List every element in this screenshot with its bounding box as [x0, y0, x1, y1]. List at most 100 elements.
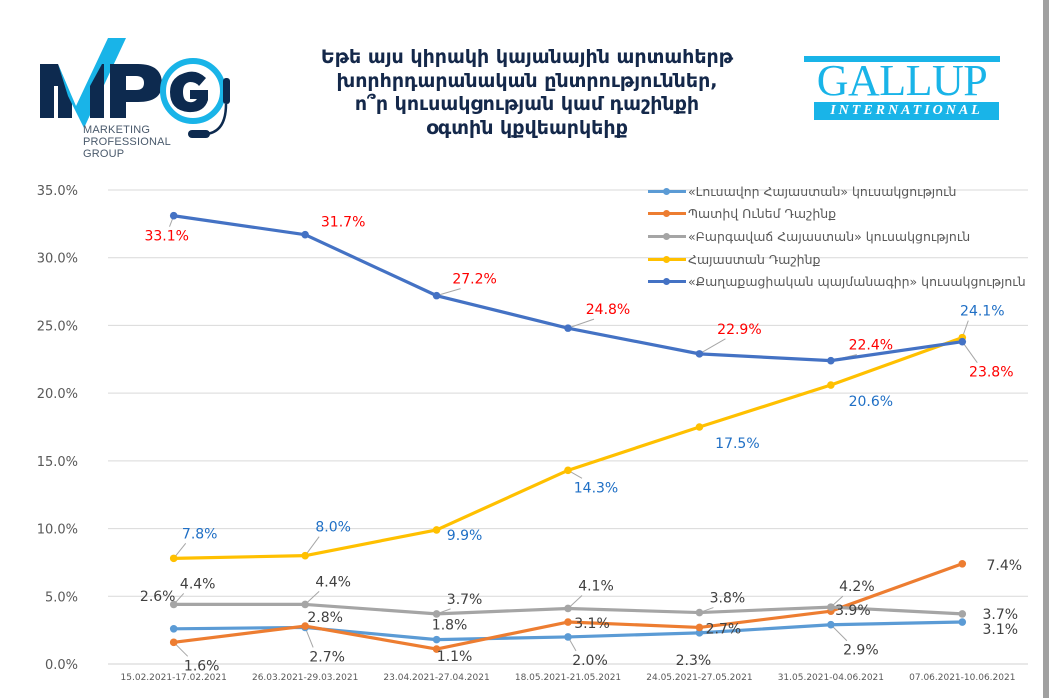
- data-point: [827, 603, 835, 611]
- mpg-subtitle-line: PROFESSIONAL: [83, 136, 171, 148]
- data-label: 2.6%: [140, 589, 176, 605]
- data-label: 1.1%: [437, 649, 473, 665]
- data-point: [432, 526, 441, 534]
- data-point: [958, 337, 967, 346]
- chart-title: Եթե այս կիրակի կայանային արտահերթ խորհրդ…: [262, 46, 792, 140]
- data-point: [564, 604, 572, 613]
- data-point: [695, 423, 704, 431]
- y-tick-label: 30.0%: [37, 252, 78, 267]
- data-point: [564, 466, 572, 475]
- x-axis: 15.02.2021-17.02.2021 26.03.2021-29.03.20…: [121, 673, 1016, 683]
- data-label: 2.8%: [307, 610, 343, 626]
- y-tick-label: 0.0%: [45, 658, 78, 673]
- data-point: [301, 230, 309, 239]
- data-point: [564, 633, 572, 641]
- y-axis: 0.0% 5.0% 10.0% 15.0% 20.0% 25.0% 30.0% 35.0%: [37, 184, 78, 673]
- data-label: 7.4%: [986, 558, 1022, 574]
- legend-swatch-icon: [648, 210, 686, 218]
- y-tick-label: 5.0%: [45, 590, 78, 605]
- leader-line: [699, 338, 726, 355]
- data-label: 3.7%: [982, 607, 1018, 623]
- gallup-logo: GALLUP INTERNATIONAL: [804, 56, 1000, 122]
- legend-item: «Բարգավաճ Հայաստան» կուսակցություն: [648, 225, 1026, 248]
- data-point: [827, 620, 835, 629]
- legend-item: «Լուսավոր Հայաստան» կուսակցություն: [648, 180, 1026, 203]
- x-tick-label: 18.05.2021-21.05.2021: [515, 673, 621, 683]
- data-label: 4.2%: [839, 579, 875, 595]
- data-label: 3.1%: [574, 616, 610, 632]
- data-label: 9.9%: [447, 528, 483, 544]
- legend-label: «Լուսավոր Հայաստան» կուսակցություն: [688, 183, 957, 199]
- legend-item: Հայաստան Դաշինք: [648, 248, 1026, 271]
- data-point: [827, 381, 835, 389]
- data-label: 4.4%: [315, 574, 351, 590]
- x-tick-label: 26.03.2021-29.03.2021: [252, 673, 358, 683]
- data-label: 2.7%: [309, 649, 345, 665]
- data-point: [695, 350, 704, 358]
- x-tick-label: 24.05.2021-27.05.2021: [646, 673, 752, 683]
- data-point: [432, 610, 441, 618]
- gallup-wordmark: GALLUP: [816, 56, 988, 105]
- data-point: [169, 624, 178, 633]
- mpg-p: [110, 64, 162, 118]
- y-tick-label: 15.0%: [37, 455, 78, 470]
- data-label: 24.1%: [960, 304, 1004, 320]
- data-label: 31.7%: [321, 215, 365, 231]
- data-label: 4.4%: [180, 576, 216, 592]
- data-point: [958, 610, 967, 618]
- data-point: [432, 635, 441, 644]
- series-line: [172, 336, 964, 560]
- leader-line: [961, 341, 978, 363]
- data-label: 2.9%: [843, 643, 879, 659]
- gallup-top-bar: [804, 56, 1000, 62]
- data-label: 27.2%: [452, 272, 496, 288]
- x-tick-label: 31.05.2021-04.06.2021: [778, 673, 884, 683]
- chart-title-line: ո՞ր կուսակցության կամ դաշինքի: [354, 93, 700, 115]
- mpg-subtitle: MARKETING PROFESSIONAL GROUP: [83, 124, 171, 160]
- legend-label: «Բարգավաճ Հայաստան» կուսակցություն: [688, 228, 971, 244]
- data-point: [169, 211, 178, 220]
- mpg-g: [170, 71, 208, 113]
- legend-swatch-icon: [648, 232, 686, 240]
- chart-title-line: օգտին կքվեարկեիք: [426, 116, 628, 139]
- data-label: 23.8%: [969, 365, 1013, 381]
- data-label: 8.0%: [315, 520, 351, 536]
- legend-label: «Քաղաքացիական պայմանագիր» կուսակցություն: [688, 274, 1026, 290]
- y-tick-label: 35.0%: [37, 184, 78, 199]
- data-label: 3.1%: [982, 622, 1018, 638]
- leader-line: [436, 288, 461, 297]
- data-label: 1.8%: [432, 618, 468, 634]
- legend-label: Պատիվ Ունեմ Դաշինք: [688, 206, 837, 222]
- data-label: 20.6%: [849, 394, 893, 410]
- data-labels: 2.6% 2.7% 1.8% 2.0% 2.3% 2.9% 3.1% 1.6% 2.8% 1.1%…: [140, 215, 1022, 675]
- data-point: [301, 551, 309, 560]
- x-tick-label: 23.04.2021-27.04.2021: [383, 673, 489, 683]
- data-label: 3.8%: [710, 591, 746, 607]
- chart-title-line: Եթե այս կիրակի կայանային արտահերթ: [320, 46, 734, 68]
- data-point: [169, 600, 178, 609]
- data-point: [564, 618, 572, 626]
- data-point: [169, 554, 178, 563]
- y-tick-label: 20.0%: [37, 387, 78, 402]
- gridlines: [108, 189, 1028, 665]
- data-label: 7.8%: [182, 526, 218, 542]
- data-label: 14.3%: [574, 480, 618, 496]
- data-label: 17.5%: [715, 436, 759, 452]
- mpg-subtitle-line: MARKETING: [83, 124, 151, 136]
- data-label: 2.0%: [572, 653, 608, 669]
- legend-swatch-icon: [648, 278, 686, 286]
- gallup-international-banner: INTERNATIONAL: [814, 102, 999, 120]
- data-label: 2.3%: [676, 653, 712, 669]
- x-tick-label: 07.06.2021-10.06.2021: [909, 673, 1015, 683]
- data-label: 24.8%: [586, 302, 630, 318]
- data-point: [958, 559, 967, 568]
- mpg-m-left: [40, 64, 72, 118]
- data-label: 22.4%: [849, 338, 893, 354]
- x-tick-label: 15.02.2021-17.02.2021: [121, 673, 227, 683]
- vertical-scrollbar[interactable]: [1043, 0, 1049, 698]
- data-point: [695, 623, 704, 632]
- legend-swatch-icon: [648, 255, 686, 263]
- legend-item: Պատիվ Ունեմ Դաշինք: [648, 203, 1026, 226]
- y-tick-label: 25.0%: [37, 319, 78, 334]
